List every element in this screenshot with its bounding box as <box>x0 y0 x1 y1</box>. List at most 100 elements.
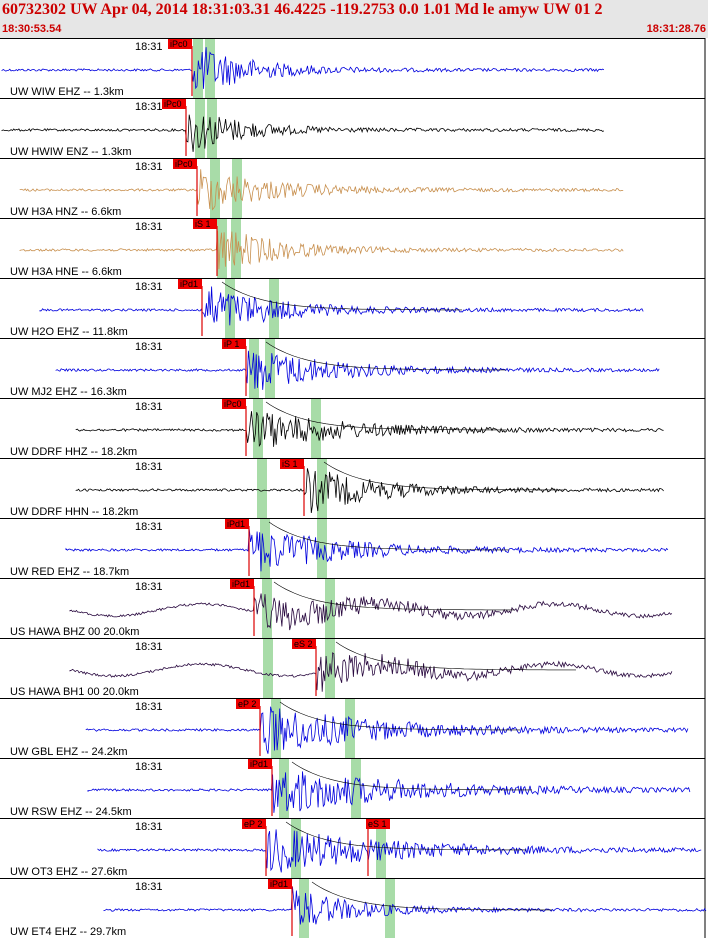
coda-curve <box>285 821 526 851</box>
p-arrival-band <box>210 158 220 218</box>
channel-label: UW HWIW ENZ -- 1.3km <box>10 146 132 158</box>
waveform <box>69 652 673 692</box>
s-arrival-band <box>232 158 242 218</box>
trace-row[interactable]: 18:31 iPd1 UW RSW EHZ -- 24.5km <box>0 758 705 818</box>
pick-label: iPc0 <box>164 99 182 109</box>
channel-label: US HAWA BH1 00 20.0km <box>10 686 139 698</box>
coda-curve <box>221 281 462 311</box>
pick-label-box[interactable] <box>222 339 246 349</box>
pick-label-box[interactable] <box>168 39 192 49</box>
trace-row[interactable]: 18:31 iS 1 UW DDRF HHN -- 18.2km <box>0 458 705 518</box>
channel-label: UW RSW EHZ -- 24.5km <box>10 806 132 818</box>
channel-label: UW H2O EHZ -- 11.8km <box>10 326 128 338</box>
time-tick-label: 18:31 <box>135 521 163 533</box>
trace-row[interactable]: 18:31 iPc0 UW DDRF HHZ -- 18.2km <box>0 398 705 458</box>
s-arrival-band <box>376 818 386 878</box>
coda-curve <box>268 521 509 551</box>
trace-row[interactable]: 18:31 iPd1 US HAWA BHZ 00 20.0km <box>0 578 705 638</box>
time-tick-label: 18:31 <box>135 161 163 173</box>
channel-label: UW MJ2 EHZ -- 16.3km <box>10 386 127 398</box>
pick-label: iS 1 <box>282 459 298 469</box>
trace-row[interactable]: 18:31 eP 2 UW GBL EHZ -- 24.2km <box>0 698 705 758</box>
waveform <box>1 114 605 152</box>
time-tick-label: 18:31 <box>135 641 163 653</box>
coda-curve <box>265 341 506 371</box>
waveform <box>69 593 673 631</box>
pick-label-box[interactable] <box>230 579 254 589</box>
waveform <box>75 468 664 514</box>
pick-label-box[interactable] <box>242 819 266 829</box>
trace-row[interactable]: 18:31 eP 2 eS 1 UW OT3 EHZ -- 27.6km <box>0 818 705 878</box>
pick-label-box-secondary[interactable] <box>366 819 390 829</box>
coda-curve <box>311 881 552 911</box>
pick-label: iPc0 <box>224 399 242 409</box>
coda-curve <box>265 401 506 431</box>
waveform <box>19 230 624 270</box>
trace-row[interactable]: 18:31 iPd1 UW H2O EHZ -- 11.8km <box>0 278 705 338</box>
channel-label: UW H3A HNZ -- 6.6km <box>10 206 121 218</box>
event-title: 60732302 UW Apr 04, 2014 18:31:03.31 46.… <box>2 1 603 18</box>
pick-label-box[interactable] <box>248 759 272 769</box>
time-tick-label: 18:31 <box>135 221 163 233</box>
waveform <box>87 771 691 813</box>
trace-row[interactable]: 18:31 iPc0 UW WIW EHZ -- 1.3km <box>0 38 705 98</box>
s-arrival-band <box>325 578 335 638</box>
pick-label: iPc0 <box>175 159 193 169</box>
time-tick-label: 18:31 <box>135 401 163 413</box>
s-arrival-band <box>317 518 327 578</box>
pick-label-box[interactable] <box>173 159 197 169</box>
s-arrival-band <box>231 218 241 278</box>
trace-row[interactable]: 18:31 iP 1 UW MJ2 EHZ -- 16.3km <box>0 338 705 398</box>
pick-label-box[interactable] <box>222 399 246 409</box>
trace-row[interactable]: 18:31 iPd1 UW RED EHZ -- 18.7km <box>0 518 705 578</box>
waveform <box>19 169 624 211</box>
trace-row[interactable]: 18:31 iPc0 UW HWIW ENZ -- 1.3km <box>0 98 705 158</box>
s-arrival-band <box>311 398 321 458</box>
pick-label-box[interactable] <box>193 219 217 229</box>
pick-label-box[interactable] <box>292 639 316 649</box>
header-bar: 60732302 UW Apr 04, 2014 18:31:03.31 46.… <box>0 0 708 38</box>
s-arrival-band <box>325 638 335 698</box>
trace-row[interactable]: 18:31 iS 1 UW H3A HNE -- 6.6km <box>0 218 705 278</box>
s-arrival-band <box>205 38 215 98</box>
p-arrival-band <box>260 518 270 578</box>
waveform <box>103 887 707 925</box>
pick-label: iP 1 <box>224 339 239 349</box>
time-tick-label: 18:31 <box>135 821 163 833</box>
pick-label-box[interactable] <box>225 519 249 529</box>
trace-row[interactable]: 18:31 iPd1 UW ET4 EHZ -- 29.7km <box>0 878 707 938</box>
channel-label: UW RED EHZ -- 18.7km <box>10 566 129 578</box>
waveform <box>75 411 664 447</box>
window-start-time: 18:30:53.54 <box>2 23 62 35</box>
pick-label: iPc0 <box>170 39 188 49</box>
pick-label: eS 2 <box>294 639 313 649</box>
channel-label: UW DDRF HHZ -- 18.2km <box>10 446 137 458</box>
waveform <box>1 47 605 90</box>
time-tick-label: 18:31 <box>135 461 163 473</box>
p-arrival-band <box>263 638 273 698</box>
pick-label-secondary: eS 1 <box>368 819 387 829</box>
time-tick-label: 18:31 <box>135 101 163 113</box>
channel-label: UW GBL EHZ -- 24.2km <box>10 746 128 758</box>
pick-label-box[interactable] <box>162 99 186 109</box>
p-arrival-band <box>299 878 309 938</box>
pick-label-box[interactable] <box>236 699 260 709</box>
pick-label: iS 1 <box>195 219 211 229</box>
pick-label: eP 2 <box>244 819 262 829</box>
coda-curve <box>291 761 532 791</box>
s-arrival-band <box>351 758 361 818</box>
pick-label: iPd1 <box>270 879 288 889</box>
pick-label-box[interactable] <box>178 279 202 289</box>
coda-curve <box>323 461 564 491</box>
channel-label: UW ET4 EHZ -- 29.7km <box>10 926 126 938</box>
time-tick-label: 18:31 <box>135 41 163 53</box>
waveform <box>65 529 669 572</box>
pick-label-box[interactable] <box>268 879 292 889</box>
pick-label-box[interactable] <box>280 459 304 469</box>
s-arrival-band <box>385 878 395 938</box>
trace-row[interactable]: 18:31 iPc0 UW H3A HNZ -- 6.6km <box>0 158 705 218</box>
waveform <box>97 829 702 873</box>
waveform <box>55 350 660 390</box>
trace-row[interactable]: 18:31 eS 2 US HAWA BH1 00 20.0km <box>0 638 705 698</box>
